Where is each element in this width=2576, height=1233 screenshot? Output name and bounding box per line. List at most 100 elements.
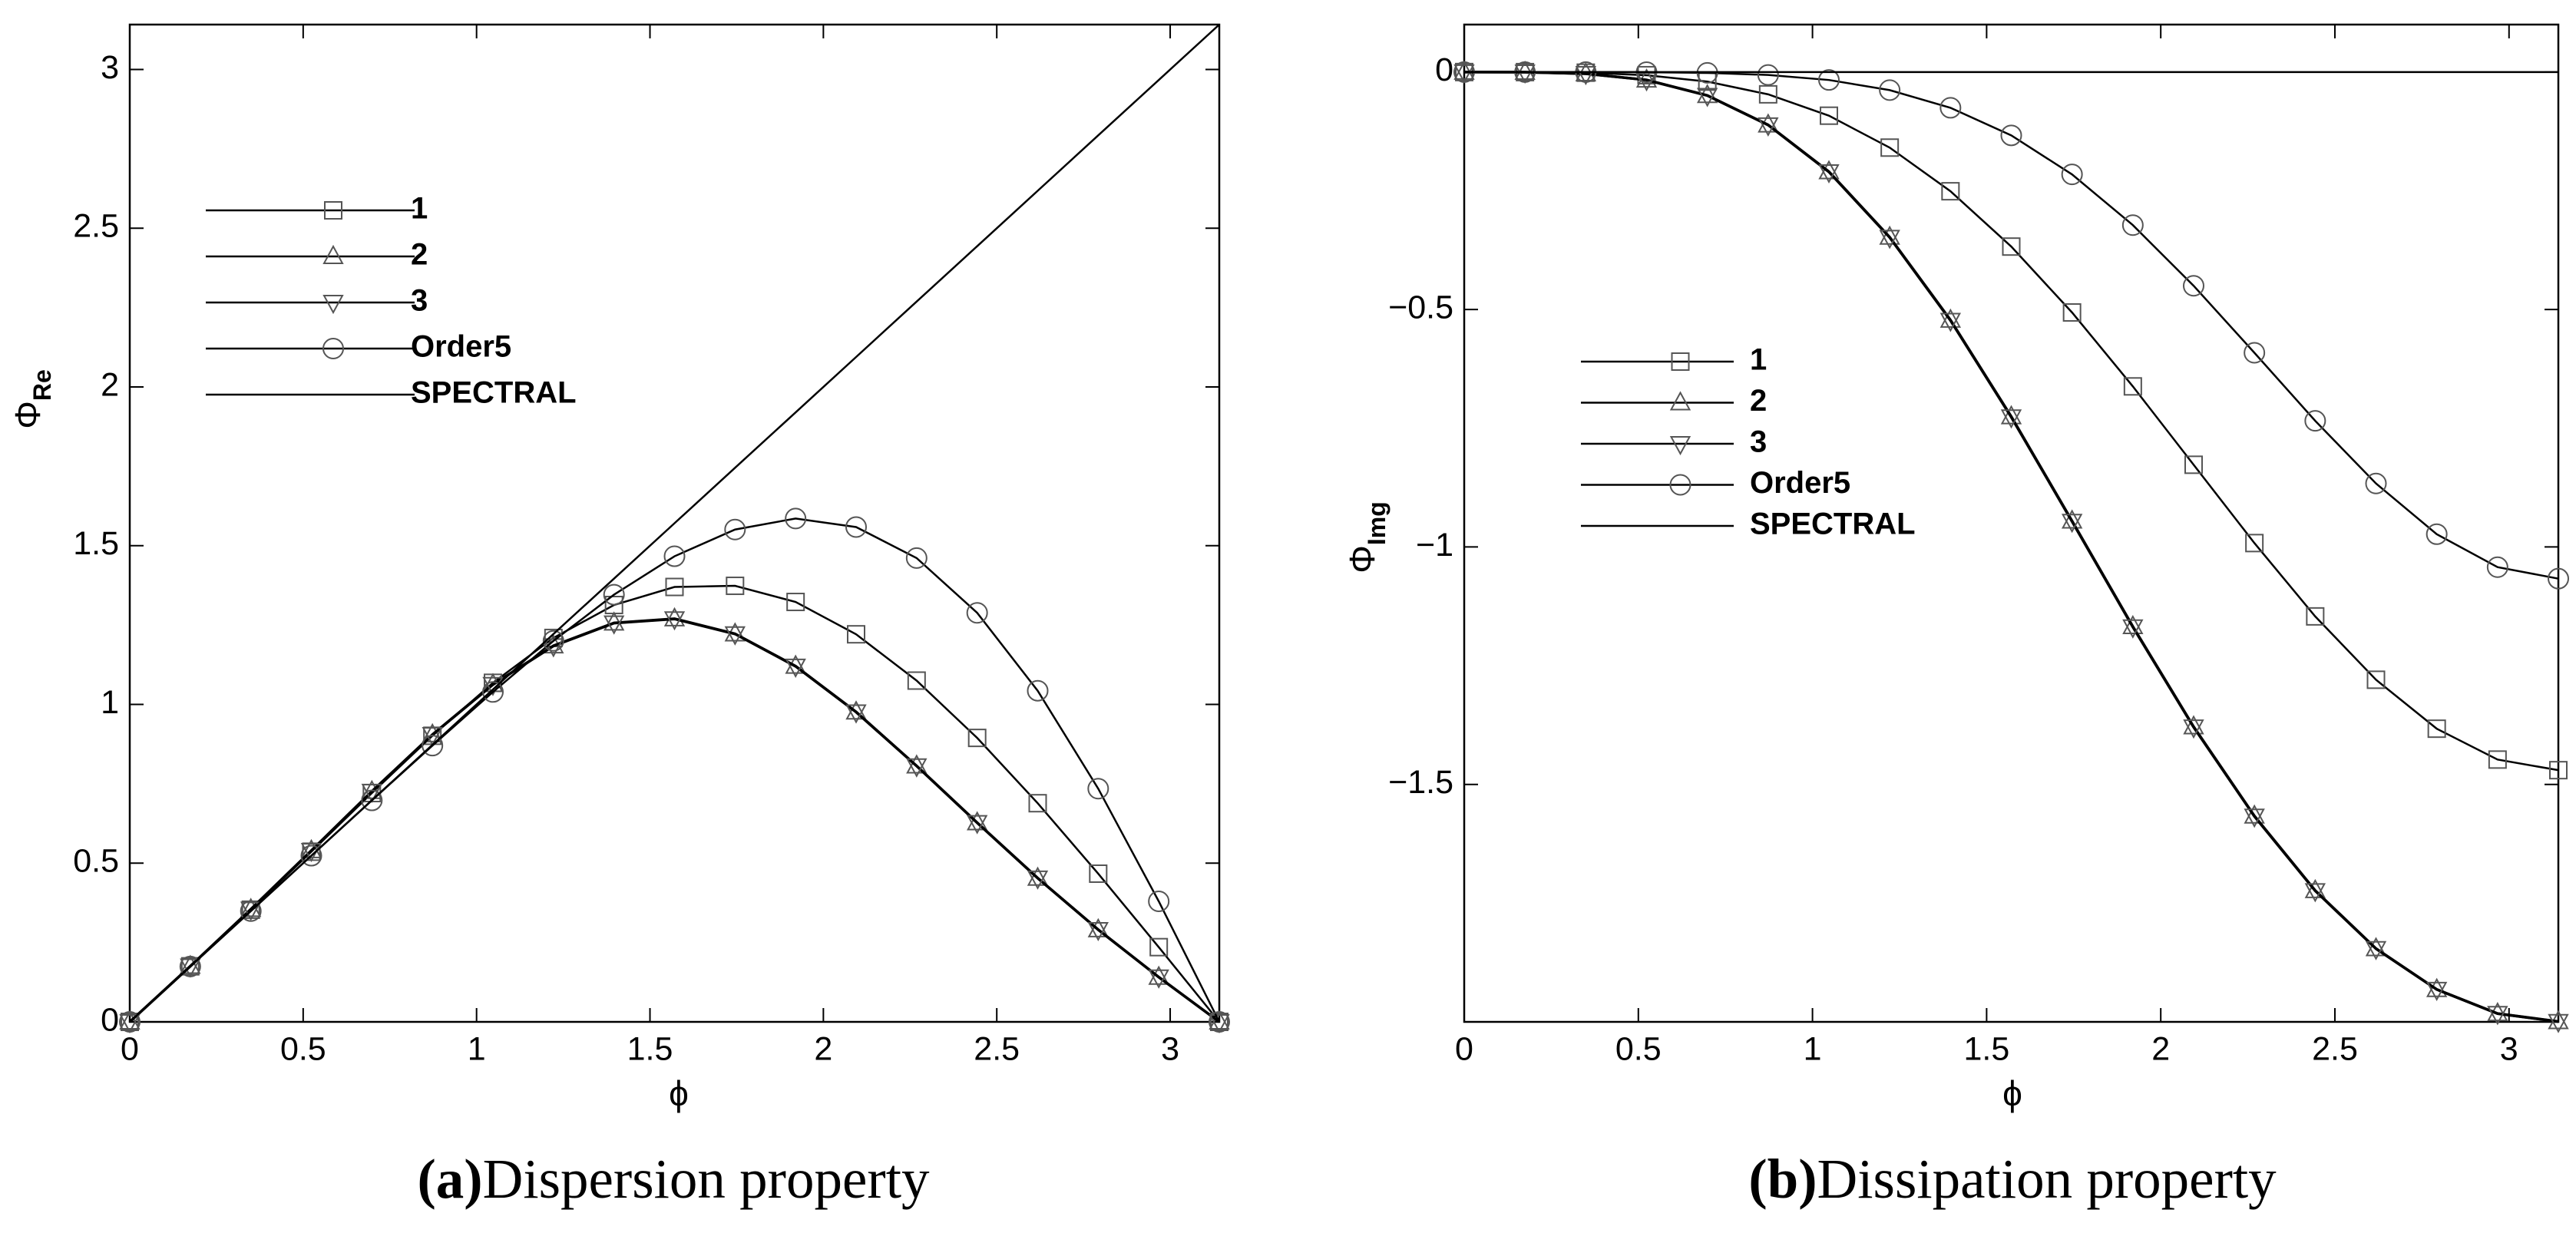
marker-square (786, 593, 805, 612)
marker-triangle (1209, 1014, 1230, 1034)
series-line (129, 517, 1221, 1023)
marker-circle (322, 338, 344, 359)
marker-square (847, 625, 865, 644)
marker-triangle (1087, 917, 1109, 937)
marker-circle (2486, 556, 2508, 578)
marker-triangle (361, 783, 383, 804)
marker-square (1820, 106, 1838, 125)
marker-circle (542, 630, 564, 652)
marker-circle (2365, 472, 2387, 494)
series-line (128, 617, 1221, 1023)
marker-triangle (1148, 965, 1169, 985)
series-line (128, 617, 1221, 1023)
marker-triangle (785, 658, 806, 678)
x-tick-label: 3 (2500, 1030, 2518, 1067)
marker-triangle (1514, 60, 1536, 80)
y-axis-label: ΦImg (1342, 501, 1391, 574)
y-axis-title: ΦImg (1342, 501, 1391, 574)
marker-triangle (2122, 619, 2144, 639)
marker-circle (603, 583, 625, 606)
legend-label: SPECTRAL (411, 376, 577, 410)
x-tick-label: 2.5 (974, 1030, 1020, 1067)
marker-circle (1669, 474, 1691, 496)
marker-square (1941, 182, 1960, 201)
y-axis-subscript: Img (1363, 501, 1391, 545)
x-tick-label: 0 (1455, 1030, 1473, 1067)
caption-text: Dissipation property (1817, 1148, 2277, 1210)
legend-label: 3 (1750, 425, 1767, 459)
marker-triangle (1939, 312, 1962, 332)
marker-triangle (2548, 1013, 2569, 1033)
marker-triangle (543, 638, 564, 658)
marker-circle (2183, 275, 2204, 297)
marker-circle (2304, 410, 2326, 432)
marker-square (2549, 761, 2568, 780)
y-tick-label: 0 (1435, 51, 1453, 88)
series-line (1463, 71, 2559, 1023)
marker-triangle (1514, 64, 1536, 84)
y-tick-label: 0.5 (73, 843, 119, 880)
marker-triangle (1209, 1010, 1230, 1030)
marker-triangle (1879, 225, 1900, 245)
marker-triangle (906, 758, 928, 778)
x-tick-label: 2.5 (2312, 1030, 2358, 1067)
marker-triangle (180, 958, 201, 978)
y-axis-subscript: Re (28, 369, 56, 401)
y-tick-label: −0.5 (1388, 289, 1453, 326)
marker-triangle (1758, 117, 1779, 137)
marker-circle (663, 545, 686, 567)
marker-triangle (119, 1014, 141, 1034)
series-line (129, 584, 1220, 1023)
marker-square (1880, 138, 1900, 157)
marker-circle (119, 1011, 141, 1033)
y-axis-label: ΦRe (8, 369, 56, 429)
marker-square (2427, 719, 2446, 739)
marker-triangle (422, 722, 443, 742)
legend-label: 1 (411, 192, 428, 226)
marker-square (1149, 937, 1169, 957)
series-line (1463, 71, 2559, 1023)
marker-square (1758, 84, 1777, 104)
caption: (b)Dissipation property (1748, 1148, 2277, 1210)
marker-triangle (2000, 405, 2022, 425)
marker-triangle (2426, 981, 2448, 1001)
x-tick-label: 1.5 (627, 1030, 673, 1067)
x-tick-label: 2 (814, 1030, 832, 1067)
marker-square (2062, 302, 2082, 322)
marker-circle (300, 845, 322, 867)
marker-square (2245, 534, 2264, 553)
marker-circle (422, 735, 444, 757)
series-line (129, 24, 1220, 1023)
caption-label: (b) (1748, 1148, 1817, 1210)
x-tick-label: 0.5 (1615, 1030, 1662, 1067)
marker-circle (2061, 164, 2083, 186)
marker-triangle (2365, 937, 2387, 957)
y-tick-label: 1 (101, 684, 119, 721)
marker-triangle (603, 611, 625, 631)
marker-triangle (724, 626, 746, 646)
marker-square (1089, 864, 1108, 883)
marker-triangle (1148, 969, 1169, 989)
marker-circle (240, 900, 262, 922)
marker-triangle (663, 607, 686, 626)
y-tick-label: 2 (101, 366, 119, 403)
marker-triangle (322, 295, 344, 315)
marker-triangle (1453, 60, 1475, 80)
x-axis-title: ϕ (2002, 1073, 2022, 1113)
marker-circle (1148, 891, 1170, 913)
marker-square (2306, 607, 2325, 626)
marker-triangle (1818, 164, 1840, 184)
marker-triangle (906, 754, 928, 774)
chart: 0 0.5 1 1.5 2 2.5 3 0 0.5 1 1.5 2 2.5 3 ΦRe ϕ 1 2 3 Order5 S… (8, 23, 1230, 1210)
marker-triangle (240, 901, 262, 921)
y-tick-label: 3 (101, 49, 119, 86)
marker-triangle (2487, 1006, 2508, 1026)
marker-triangle (2061, 514, 2083, 534)
marker-circle (2548, 567, 2569, 590)
marker-circle (1027, 679, 1049, 702)
marker-triangle (2244, 804, 2265, 824)
y-axis-title: ΦRe (8, 369, 56, 429)
x-tick-label: 3 (1161, 1030, 1179, 1067)
x-tick-label: 0.5 (280, 1030, 326, 1067)
legend-label: SPECTRAL (1750, 507, 1916, 541)
